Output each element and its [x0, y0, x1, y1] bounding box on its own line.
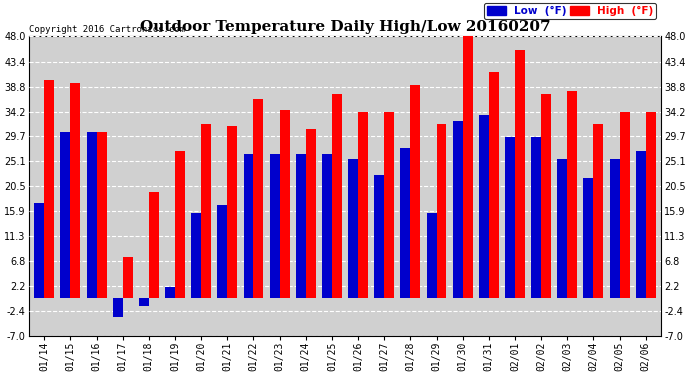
Bar: [296, 153, 306, 298]
Bar: [489, 72, 499, 298]
Bar: [201, 124, 211, 298]
Bar: [567, 91, 578, 298]
Bar: [139, 298, 149, 306]
Bar: [332, 94, 342, 298]
Text: Copyright 2016 Cartronics.com: Copyright 2016 Cartronics.com: [28, 24, 184, 33]
Bar: [191, 213, 201, 298]
Bar: [112, 298, 123, 317]
Bar: [97, 132, 106, 298]
Legend: Low  (°F), High  (°F): Low (°F), High (°F): [484, 3, 656, 19]
Bar: [123, 257, 132, 298]
Bar: [593, 124, 603, 298]
Bar: [505, 137, 515, 298]
Bar: [279, 110, 290, 298]
Bar: [384, 112, 394, 298]
Bar: [70, 83, 80, 298]
Bar: [620, 112, 629, 298]
Title: Outdoor Temperature Daily High/Low 20160207: Outdoor Temperature Daily High/Low 20160…: [139, 20, 551, 34]
Bar: [479, 116, 489, 298]
Bar: [437, 124, 446, 298]
Bar: [149, 192, 159, 298]
Bar: [531, 137, 541, 298]
Bar: [463, 36, 473, 298]
Bar: [358, 112, 368, 298]
Bar: [374, 175, 384, 298]
Bar: [175, 151, 185, 298]
Bar: [541, 94, 551, 298]
Bar: [165, 287, 175, 298]
Bar: [87, 132, 97, 298]
Bar: [322, 153, 332, 298]
Bar: [426, 213, 437, 298]
Bar: [348, 159, 358, 298]
Bar: [646, 112, 656, 298]
Bar: [34, 202, 44, 298]
Bar: [453, 121, 463, 298]
Bar: [306, 129, 316, 298]
Bar: [244, 153, 253, 298]
Bar: [44, 80, 55, 298]
Bar: [400, 148, 411, 298]
Bar: [610, 159, 620, 298]
Bar: [411, 86, 420, 298]
Bar: [61, 132, 70, 298]
Bar: [227, 126, 237, 298]
Bar: [253, 99, 264, 298]
Bar: [515, 50, 525, 298]
Bar: [558, 159, 567, 298]
Bar: [270, 153, 279, 298]
Bar: [635, 151, 646, 298]
Bar: [584, 178, 593, 298]
Bar: [217, 205, 227, 298]
